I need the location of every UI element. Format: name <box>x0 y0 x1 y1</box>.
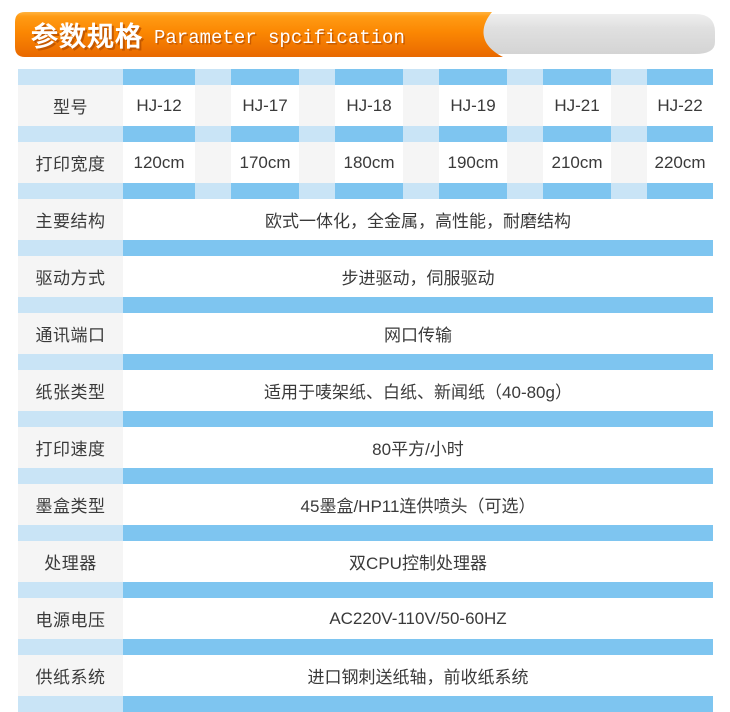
model-value-cell: HJ-17 <box>231 85 299 126</box>
model-value-cell: HJ-19 <box>439 85 507 126</box>
stripe-simple <box>18 639 713 655</box>
row-power-voltage: 电源电压 AC220V-110V/50-60HZ <box>18 598 713 639</box>
width-value-cell: 190cm <box>439 142 507 183</box>
row-ink-cartridge: 墨盒类型 45墨盒/HP11连供喷头（可选） <box>18 484 713 525</box>
row-label: 处理器 <box>18 541 123 582</box>
row-value: 适用于唛架纸、白纸、新闻纸（40-80g） <box>123 370 713 411</box>
row-structure: 主要结构 欧式一体化，全金属，高性能，耐磨结构 <box>18 199 713 240</box>
row-label: 供纸系统 <box>18 655 123 696</box>
model-value-cell: HJ-12 <box>123 85 195 126</box>
stripe-simple <box>18 411 713 427</box>
row-paper-feed: 供纸系统 进口钢刺送纸轴，前收纸系统 <box>18 655 713 696</box>
stripe-checkered <box>18 69 713 85</box>
row-value: 双CPU控制处理器 <box>123 541 713 582</box>
stripe-simple <box>18 468 713 484</box>
row-label: 电源电压 <box>18 598 123 639</box>
row-value: 网口传输 <box>123 313 713 354</box>
section-header-banner: 参数规格 Parameter spcification <box>15 12 715 57</box>
width-value-cell: 170cm <box>231 142 299 183</box>
row-drive-mode: 驱动方式 步进驱动，伺服驱动 <box>18 256 713 297</box>
stripe-simple <box>18 525 713 541</box>
row-print-width: 打印宽度 120cm 170cm 180cm 190cm 210cm 220cm <box>18 142 713 183</box>
stripe-simple <box>18 240 713 256</box>
row-value: 进口钢刺送纸轴，前收纸系统 <box>123 655 713 696</box>
row-value: 45墨盒/HP11连供喷头（可选） <box>123 484 713 525</box>
row-label: 型号 <box>18 85 123 126</box>
stripe-simple <box>18 582 713 598</box>
row-label: 打印宽度 <box>18 142 123 183</box>
stripe-simple <box>18 696 713 712</box>
banner-title-chinese: 参数规格 <box>31 22 143 52</box>
row-paper-type: 纸张类型 适用于唛架纸、白纸、新闻纸（40-80g） <box>18 370 713 411</box>
row-value: 80平方/小时 <box>123 427 713 468</box>
row-value: 欧式一体化，全金属，高性能，耐磨结构 <box>123 199 713 240</box>
banner-title-english: Parameter spcification <box>154 27 405 49</box>
row-label: 打印速度 <box>18 427 123 468</box>
banner-orange-panel <box>15 12 503 57</box>
width-value-cell: 120cm <box>123 142 195 183</box>
row-label: 主要结构 <box>18 199 123 240</box>
row-value: AC220V-110V/50-60HZ <box>123 598 713 639</box>
spec-table: 型号 HJ-12 HJ-17 HJ-18 HJ-19 HJ-21 HJ-22 打… <box>18 69 713 712</box>
row-label: 墨盒类型 <box>18 484 123 525</box>
row-value: 步进驱动，伺服驱动 <box>123 256 713 297</box>
row-model: 型号 HJ-12 HJ-17 HJ-18 HJ-19 HJ-21 HJ-22 <box>18 85 713 126</box>
model-value-cell: HJ-18 <box>335 85 403 126</box>
stripe-simple <box>18 297 713 313</box>
stripe-simple <box>18 354 713 370</box>
width-value-cell: 180cm <box>335 142 403 183</box>
width-value-cell: 210cm <box>543 142 611 183</box>
banner-gray-panel <box>470 14 715 54</box>
stripe-checkered <box>18 183 713 199</box>
model-value-cell: HJ-22 <box>647 85 713 126</box>
row-label: 纸张类型 <box>18 370 123 411</box>
width-value-cell: 220cm <box>647 142 713 183</box>
model-value-cell: HJ-21 <box>543 85 611 126</box>
banner-background-shape <box>15 12 715 57</box>
stripe-checkered <box>18 126 713 142</box>
row-label: 驱动方式 <box>18 256 123 297</box>
row-print-speed: 打印速度 80平方/小时 <box>18 427 713 468</box>
row-processor: 处理器 双CPU控制处理器 <box>18 541 713 582</box>
row-comm-port: 通讯端口 网口传输 <box>18 313 713 354</box>
row-label: 通讯端口 <box>18 313 123 354</box>
